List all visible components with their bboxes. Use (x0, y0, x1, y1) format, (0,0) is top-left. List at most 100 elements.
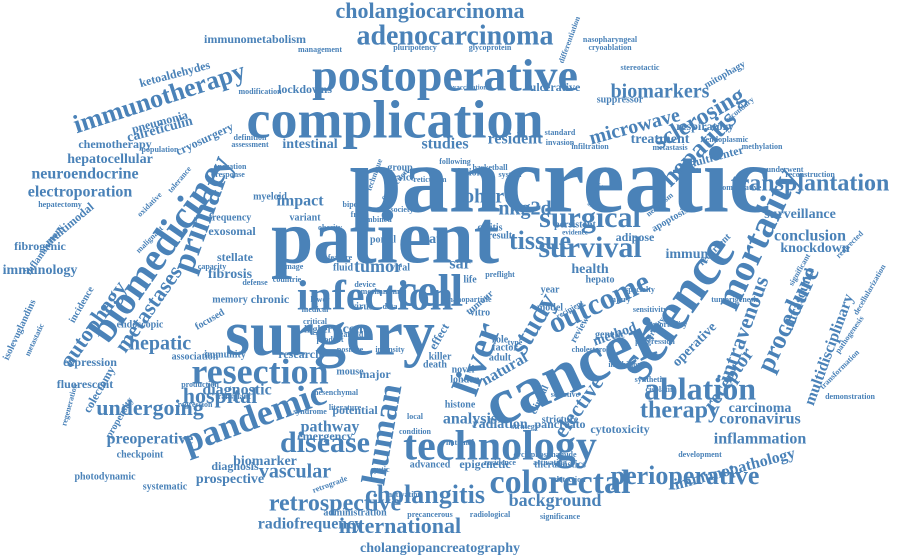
cloud-word-conclusion: conclusion (774, 228, 846, 245)
cloud-word-morbidity: morbidity (653, 320, 687, 329)
cloud-word-intestinal: intestinal (282, 137, 337, 152)
cloud-word-surgical: surgical (539, 201, 641, 234)
cloud-word-lower: lower (310, 295, 330, 304)
cloud-word-administration: administration (323, 507, 387, 518)
cloud-word-expression: expression (63, 355, 117, 369)
cloud-word-biomarkers: biomarkers (611, 81, 710, 103)
cloud-word-pancreato: pancreato (534, 417, 585, 431)
cloud-word-hepato: hepato (586, 274, 615, 285)
cloud-word-treatment: treatment (631, 132, 690, 147)
cloud-word-reconstruction: reconstruction (785, 170, 835, 179)
cloud-word-hepatectomy: hepatectomy (38, 200, 82, 209)
cloud-word-mesenchymal: mesenchymal (312, 388, 359, 397)
cloud-word-transplant: transplant (215, 392, 251, 401)
cloud-word-cohort: cohort (455, 186, 511, 208)
cloud-word-surveillance: surveillance (764, 207, 836, 222)
cloud-word-syndrome: syndrome (293, 407, 327, 416)
cloud-word-frail: frail (351, 210, 366, 219)
cloud-word-response: response (215, 170, 245, 179)
cloud-word-histone: histone (445, 399, 476, 410)
cloud-word-invasion: invasion (546, 138, 575, 147)
cloud-word-rate: rate (423, 232, 447, 247)
cloud-word-mechanism: mechanism (361, 287, 400, 296)
cloud-word-prospective: prospective (196, 472, 264, 487)
cloud-word-transplantation: transplantation (731, 171, 890, 197)
cloud-word-patient: patient (271, 195, 499, 279)
cloud-word-diagnosis: diagnosis (211, 459, 259, 473)
cloud-word-vascular: vascular (259, 461, 331, 483)
cloud-word-diagnostic: diagnostic (202, 382, 271, 399)
cloud-word-precancerous: precancerous (407, 510, 452, 519)
cloud-word-comparative: comparative (719, 183, 762, 192)
cloud-word-ulcerative: ulcerative (530, 80, 581, 94)
cloud-word-immunometabolism: immunometabolism (204, 32, 306, 46)
cloud-word-analysis: analysis (443, 411, 497, 428)
cloud-word-mouse: mouse (336, 366, 364, 377)
cloud-word-hepatic: hepatic (129, 333, 191, 355)
cloud-word-fibrosis: fibrosis (208, 267, 253, 282)
cloud-word-obesity: obesity (318, 223, 342, 232)
cloud-word-positive: positive (337, 345, 364, 354)
cloud-word-immunology: immunology (3, 263, 78, 278)
cloud-word-critical: critical (303, 317, 328, 326)
cloud-word-tumorigenesis: tumorigenesis (711, 295, 759, 304)
cloud-word-reticulum: reticulum (413, 175, 447, 184)
cloud-word-retrospective: retrospective (269, 491, 402, 517)
cloud-word-product: product (317, 335, 344, 344)
cloud-word-focused: focused (193, 307, 227, 333)
cloud-word-impact: impact (276, 193, 324, 210)
cloud-word-adult: adult (489, 352, 512, 363)
cloud-word-background: background (509, 490, 602, 510)
cloud-word-emergency: emergency (297, 429, 352, 443)
cloud-word-photodynamic: photodynamic (74, 471, 136, 482)
cloud-word-chronic: chronic (251, 292, 290, 306)
cloud-word-immunity: immunity (204, 349, 246, 360)
cloud-word-injury: injury (609, 295, 630, 304)
cloud-word-carcinoma: carcinoma (729, 401, 792, 416)
cloud-word-myeloid: myeloid (253, 191, 287, 202)
cloud-word-international: international (339, 513, 461, 538)
cloud-word-novel: novel (452, 364, 475, 375)
cloud-word-definition: definition (234, 133, 267, 142)
cloud-word-progression: progression (635, 337, 675, 346)
cloud-word-following: following (439, 157, 471, 166)
cloud-word-exosomal: exosomal (208, 224, 256, 238)
cloud-word-countrie: countrie (273, 275, 302, 284)
cloud-word-society: society (390, 205, 413, 214)
cloud-word-strategy: strategy (511, 422, 539, 431)
cloud-word-national: national (446, 438, 475, 447)
cloud-word-variant: variant (289, 212, 321, 223)
cloud-word-modification: modification (238, 87, 282, 96)
cloud-word-preflight: preflight (485, 270, 515, 279)
cloud-word-adenocarcinoma: adenocarcinoma (356, 20, 553, 51)
cloud-word-association: association (172, 351, 219, 362)
cloud-word-chemotherapy: chemotherapy (78, 137, 151, 151)
cloud-word-local: local (407, 412, 424, 421)
cloud-word-survival: survival (538, 231, 641, 264)
cloud-word-nasopharyngeal: nasopharyngeal (583, 35, 638, 44)
cloud-word-hepatocellular: hepatocellular (67, 152, 153, 167)
cloud-word-intensity: intensity (375, 345, 404, 354)
cloud-word-condition: condition (399, 427, 432, 436)
cloud-word-research: research (278, 347, 322, 361)
cloud-word-fibrogenic: fibrogenic (14, 239, 66, 253)
cloud-word-perioperative: perioperative (611, 461, 760, 490)
cloud-word-cent: cent (343, 322, 368, 337)
cloud-word-systematic: systematic (143, 481, 188, 492)
cloud-word-group: group (387, 162, 413, 173)
cloud-word-colitis: colitis (478, 222, 503, 233)
cloud-word-vaccination: vaccination (453, 84, 487, 92)
cloud-word-damage: damage (277, 262, 304, 271)
cloud-word-defense: defense (242, 278, 268, 287)
cloud-word-higher: higher (304, 324, 332, 335)
cloud-word-scaffold: scaffold (337, 330, 364, 339)
cloud-word-regression: regression (178, 400, 213, 409)
cloud-word-cholesterol: cholesterol (572, 345, 610, 354)
cloud-word-device: device (354, 280, 376, 289)
cloud-word-life: life (463, 274, 477, 285)
cloud-word-adipose: adipose (616, 230, 655, 244)
cloud-word-pancreatic: pancreatic (349, 129, 770, 233)
cloud-word-factor: factor (492, 342, 518, 353)
cloud-word-electroporation: electroporation (28, 184, 133, 201)
